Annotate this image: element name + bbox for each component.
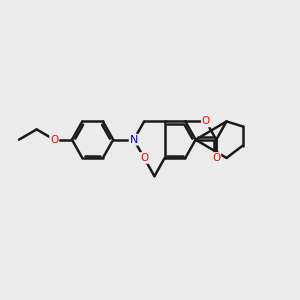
Text: O: O <box>140 153 148 163</box>
Text: O: O <box>212 153 220 163</box>
Text: O: O <box>50 135 58 145</box>
Text: O: O <box>202 116 210 126</box>
Text: N: N <box>130 135 138 145</box>
